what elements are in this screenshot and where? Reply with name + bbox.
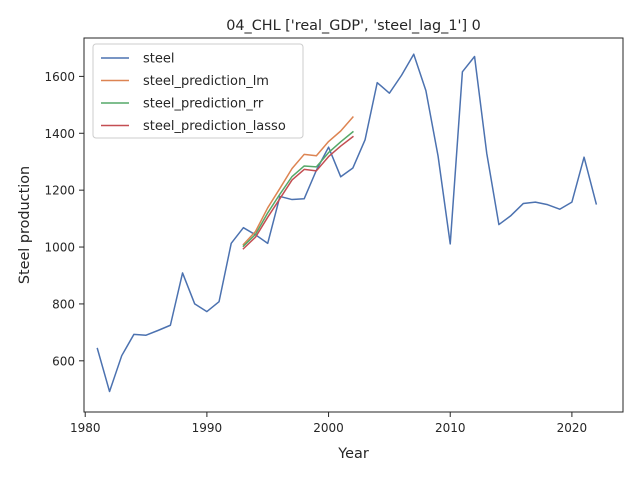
y-tick-label: 800 [52, 297, 75, 311]
x-tick-label: 2010 [435, 421, 466, 435]
series-line-steel-prediction-rr [242, 130, 354, 248]
x-tick-label: 1990 [192, 421, 223, 435]
x-axis-label: Year [337, 446, 369, 462]
y-tick-label: 600 [52, 354, 75, 368]
series-line-steel-prediction-lasso [242, 135, 354, 250]
legend-label: steel [143, 52, 174, 67]
y-tick-label: 1200 [44, 184, 75, 198]
x-tick-label: 1980 [70, 421, 101, 435]
x-axis: 1980 1990 2000 2010 2020 [70, 412, 587, 435]
series-line-steel-prediction-lm [242, 116, 354, 246]
series-line-steel [96, 53, 598, 393]
y-axis-label: Steel production [17, 166, 33, 284]
y-tick-label: 1400 [44, 127, 75, 141]
legend-label: steel_prediction_lasso [143, 119, 286, 134]
legend-box [92, 43, 304, 139]
legend: steel steel_prediction_lm steel_prediction… [92, 43, 304, 139]
legend-label: steel_prediction_rr [143, 97, 264, 112]
legend-label: steel_prediction_lm [143, 74, 269, 89]
series-group [96, 53, 598, 393]
x-tick-label: 2020 [557, 421, 588, 435]
y-axis: 600 800 1000 1200 1400 1600 [44, 70, 84, 368]
chart-title: 04_CHL ['real_GDP', 'steel_lag_1'] 0 [226, 18, 481, 34]
y-tick-label: 1600 [44, 70, 75, 84]
x-tick-label: 2000 [313, 421, 344, 435]
plot-frame [83, 37, 624, 413]
y-tick-label: 1000 [44, 241, 75, 255]
